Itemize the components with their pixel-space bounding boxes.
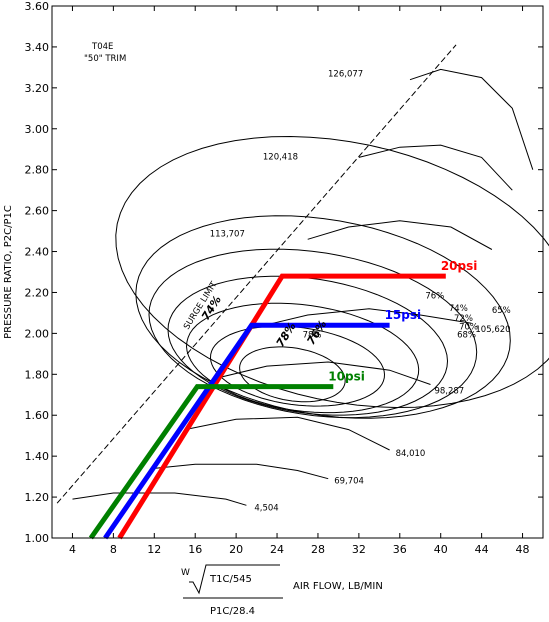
y-tick-label: 2.60 bbox=[25, 205, 50, 218]
efficiency-label: 76% bbox=[425, 292, 444, 302]
boost-line-20psi bbox=[117, 273, 446, 540]
efficiency-contour bbox=[239, 346, 346, 403]
speed-line bbox=[358, 144, 513, 191]
x-axis-formula: W T1C/545 P1C/28.4 AIR FLOW, LB/MIN bbox=[181, 564, 383, 617]
y-tick-label: 3.40 bbox=[25, 41, 50, 54]
x-tick-label: 24 bbox=[270, 543, 284, 556]
boost-label-20psi: 20psi bbox=[441, 259, 478, 273]
speed-line-label: 105,620 bbox=[475, 325, 510, 335]
efficiency-label: 70% bbox=[459, 322, 478, 332]
efficiency-label: 72% bbox=[454, 314, 473, 324]
efficiency-contour bbox=[115, 135, 549, 409]
x-tick-label: 16 bbox=[188, 543, 202, 556]
speed-line bbox=[154, 463, 329, 480]
x-tick-label: 12 bbox=[147, 543, 161, 556]
y-tick-label: 1.00 bbox=[25, 532, 50, 545]
formula-w: W bbox=[181, 568, 190, 578]
speed-line bbox=[409, 68, 534, 170]
x-tick-label: 4 bbox=[69, 543, 76, 556]
efficiency-contour bbox=[209, 325, 386, 407]
efficiency-label: 65% bbox=[492, 306, 511, 316]
speed-line-label: 120,418 bbox=[263, 152, 298, 162]
speed-line-label: 113,707 bbox=[210, 229, 245, 239]
speed-line-label: 69,704 bbox=[334, 477, 364, 487]
formula-root-sign bbox=[189, 564, 280, 595]
efficiency-contour bbox=[135, 215, 511, 419]
y-tick-label: 2.40 bbox=[25, 246, 50, 259]
efficiency-islands bbox=[115, 135, 549, 419]
surge-line-group bbox=[56, 44, 457, 504]
x-tick-label: 36 bbox=[393, 543, 407, 556]
speed-line bbox=[72, 492, 247, 506]
x-tick-label: 8 bbox=[110, 543, 117, 556]
y-tick-label: 2.20 bbox=[25, 286, 50, 299]
y-tick-label: 2.80 bbox=[25, 164, 50, 177]
efficiency-contour bbox=[148, 248, 478, 419]
tick-layer: 4 8 12 16 20 24 28 32 36 40 44 481.001.201.401.601.… bbox=[25, 0, 543, 556]
y-tick-label: 3.60 bbox=[25, 0, 50, 13]
x-tick-label: 44 bbox=[475, 543, 489, 556]
y-tick-label: 1.20 bbox=[25, 491, 50, 504]
efficiency-label: 68% bbox=[457, 330, 476, 340]
speed-line bbox=[215, 361, 431, 385]
formula-numerator: T1C/545 bbox=[209, 574, 252, 585]
speed-lines bbox=[72, 68, 534, 506]
y-tick-label: 2.00 bbox=[25, 327, 50, 340]
x-tick-label: 20 bbox=[229, 543, 243, 556]
x-axis-title: AIR FLOW, LB/MIN bbox=[293, 581, 383, 592]
boost-series bbox=[88, 273, 446, 540]
x-tick-label: 32 bbox=[352, 543, 366, 556]
y-tick-label: 3.00 bbox=[25, 123, 50, 136]
speed-line-label: 84,010 bbox=[396, 449, 426, 459]
efficiency-label: 74% bbox=[449, 304, 468, 314]
surge-limit-line bbox=[56, 44, 457, 504]
speed-line bbox=[256, 308, 472, 328]
efficiency-label: 78% bbox=[303, 330, 322, 340]
y-tick-label: 3.20 bbox=[25, 82, 50, 95]
labels: 4,504 69,704 84,010 98,287 105,620 113,707 120… bbox=[182, 70, 511, 514]
speed-line-label: 4,504 bbox=[254, 503, 278, 513]
chart-title: T04E bbox=[91, 42, 113, 52]
plot-frame bbox=[51, 5, 544, 539]
x-tick-label: 48 bbox=[516, 543, 530, 556]
boost-line-10psi bbox=[88, 384, 334, 540]
x-tick-label: 28 bbox=[311, 543, 325, 556]
speed-line bbox=[184, 416, 390, 451]
x-tick-label: 40 bbox=[434, 543, 448, 556]
y-axis-title: PRESSURE RATIO, P2C/P1C bbox=[3, 205, 14, 339]
speed-line-label: 126,077 bbox=[328, 70, 363, 80]
speed-line-label: 98,287 bbox=[434, 387, 464, 397]
chart-subtitle: "50" TRIM bbox=[84, 54, 126, 64]
boost-label-10psi: 10psi bbox=[328, 370, 365, 384]
efficiency-contour bbox=[185, 302, 420, 414]
speed-line bbox=[307, 220, 493, 250]
boost-label-15psi: 15psi bbox=[385, 308, 422, 322]
formula-denominator: P1C/28.4 bbox=[210, 606, 255, 617]
efficiency-contour bbox=[167, 275, 449, 416]
y-tick-label: 1.40 bbox=[25, 450, 50, 463]
y-tick-label: 1.60 bbox=[25, 409, 50, 422]
y-tick-label: 1.80 bbox=[25, 368, 50, 381]
boost-line-15psi bbox=[103, 322, 390, 540]
